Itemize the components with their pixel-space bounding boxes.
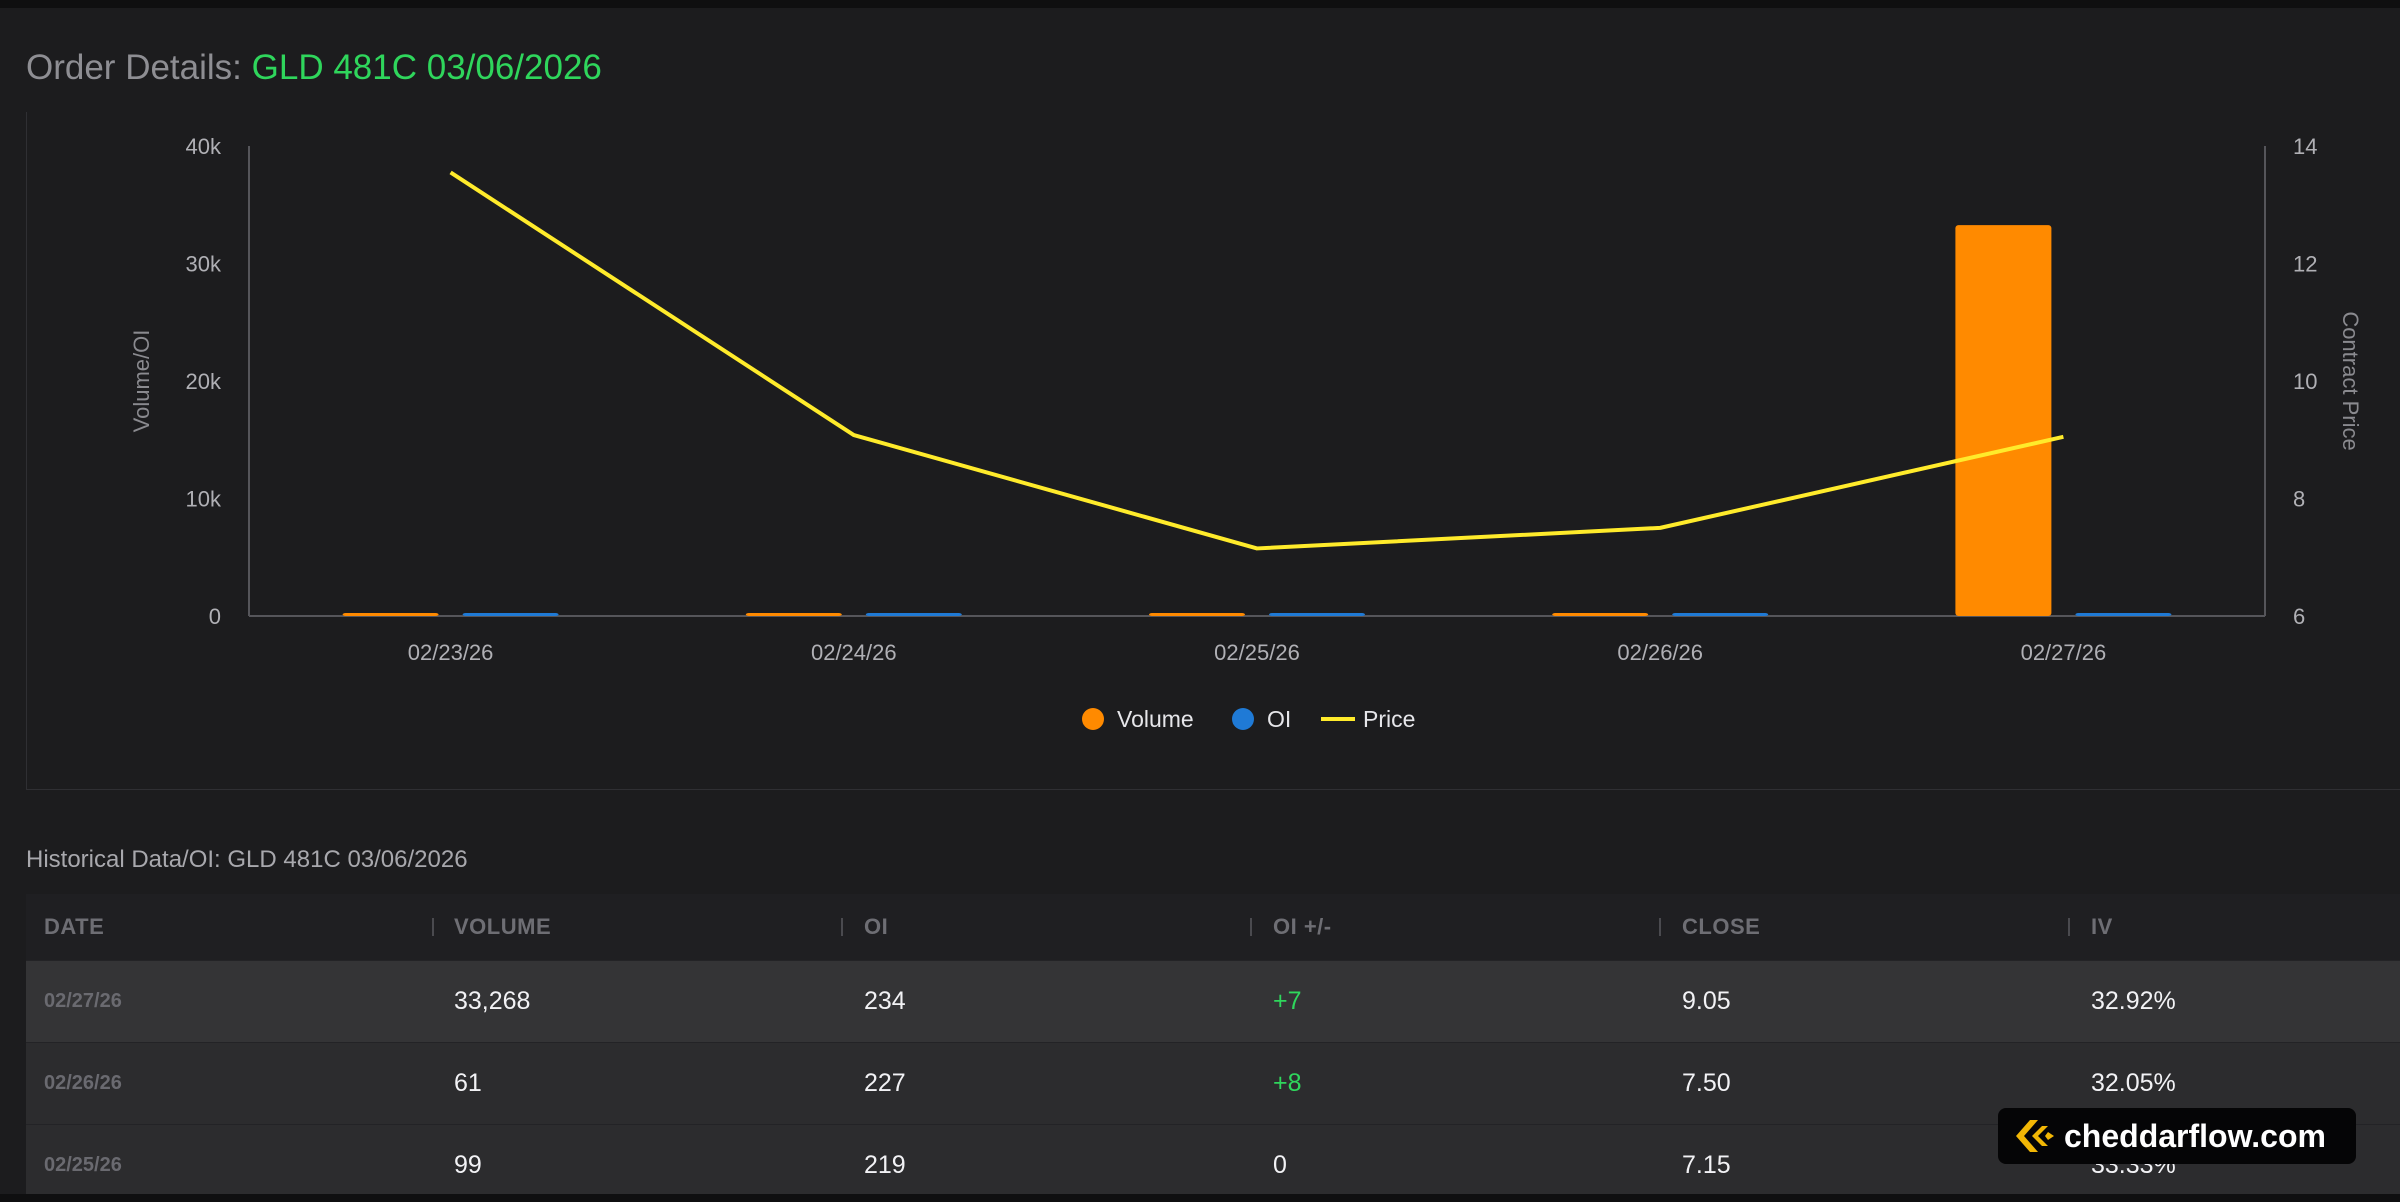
volume-bar [342,613,439,616]
legend-oi-marker [1232,708,1254,730]
y-tick-label: 20k [186,369,222,394]
column-divider[interactable] [841,918,843,936]
cell-date: 02/27/26 [44,990,122,1012]
cell-date: 02/25/26 [44,1154,122,1176]
column-header-oi[interactable]: OI [864,914,889,939]
legend-price-label: Price [1363,706,1415,732]
cell-oi: 234 [864,987,906,1015]
y2-tick-label: 14 [2293,134,2317,159]
cell-volume: 33,268 [454,987,531,1015]
volume-oi-price-chart: 0 10k 20k 30k 40k 6 8 10 12 14 Volume/OI Contract P… [129,134,2363,732]
cheddarflow-watermark: cheddarflow.com [1998,1108,2356,1164]
volume-bar [1955,225,2052,616]
price-line [449,170,2064,551]
y2-tick-label: 12 [2293,252,2317,277]
y2-tick-label: 8 [2293,487,2305,512]
cell-volume: 61 [454,1069,482,1097]
volume-bar [1149,613,1245,616]
y-tick-label: 10k [186,487,222,512]
contract-symbol: GLD 481C 03/06/2026 [251,48,602,87]
y-axis-title: Volume/OI [129,330,154,433]
column-divider[interactable] [1250,918,1252,936]
x-tick-label: 02/24/26 [811,640,897,665]
cell-oi-change: 0 [1273,1151,1287,1179]
x-tick-label: 02/26/26 [1617,640,1703,665]
cell-close: 7.50 [1682,1069,1731,1097]
column-divider[interactable] [432,918,434,936]
cell-oi-change: +7 [1273,987,1302,1015]
cell-close: 9.05 [1682,987,1731,1015]
table-row[interactable]: 02/27/26 33,268 234 +7 9.05 32.92% [26,960,2400,1042]
y-tick-label: 40k [186,134,222,159]
x-tick-label: 02/25/26 [1214,640,1300,665]
column-header-close[interactable]: CLOSE [1682,914,1761,939]
y-tick-label: 30k [186,252,222,277]
cell-date: 02/26/26 [44,1072,122,1094]
cheddarflow-logo-icon [2016,1120,2054,1152]
column-header-iv[interactable]: IV [2091,914,2113,939]
cell-oi: 227 [864,1069,906,1097]
y2-tick-label: 10 [2293,369,2317,394]
x-tick-label: 02/23/26 [408,640,494,665]
y2-axis-title: Contract Price [2338,311,2363,450]
oi-bar [865,613,962,616]
oi-bar [462,613,559,616]
cell-oi: 219 [864,1151,906,1179]
oi-bar [2075,613,2172,616]
volume-bar [745,613,842,616]
column-header-date[interactable]: DATE [44,914,105,939]
x-tick-label: 02/27/26 [2021,640,2107,665]
page-title: Order Details: GLD 481C 03/06/2026 [26,46,602,90]
cell-close: 7.15 [1682,1151,1731,1179]
column-header-volume[interactable]: VOLUME [454,914,552,939]
oi-bar [1269,613,1365,616]
legend-oi-label: OI [1267,706,1291,732]
historical-data-title: Historical Data/OI: GLD 481C 03/06/2026 [26,846,468,873]
cell-volume: 99 [454,1151,482,1179]
cell-iv: 32.05% [2091,1069,2176,1097]
watermark-text: cheddarflow.com [2064,1118,2326,1154]
volume-bar [1552,613,1649,616]
column-header-oi-change[interactable]: OI +/- [1273,914,1332,939]
cell-iv: 32.92% [2091,987,2176,1015]
column-divider[interactable] [1659,918,1661,936]
table-header: DATE VOLUME OI OI +/- CLOSE IV [26,894,2400,960]
y2-tick-label: 6 [2293,604,2305,629]
y-tick-label: 0 [209,604,221,629]
legend-volume-marker [1082,708,1104,730]
oi-bar [1672,613,1769,616]
legend-volume-label: Volume [1117,706,1194,732]
chart-panel: 0 10k 20k 30k 40k 6 8 10 12 14 Volume/OI Contract P… [26,112,2400,790]
order-details-window: Order Details: GLD 481C 03/06/2026 0 10k 2… [0,8,2400,1194]
column-divider[interactable] [2068,918,2070,936]
cell-oi-change: +8 [1273,1069,1302,1097]
page-title-label: Order Details: [26,48,242,87]
